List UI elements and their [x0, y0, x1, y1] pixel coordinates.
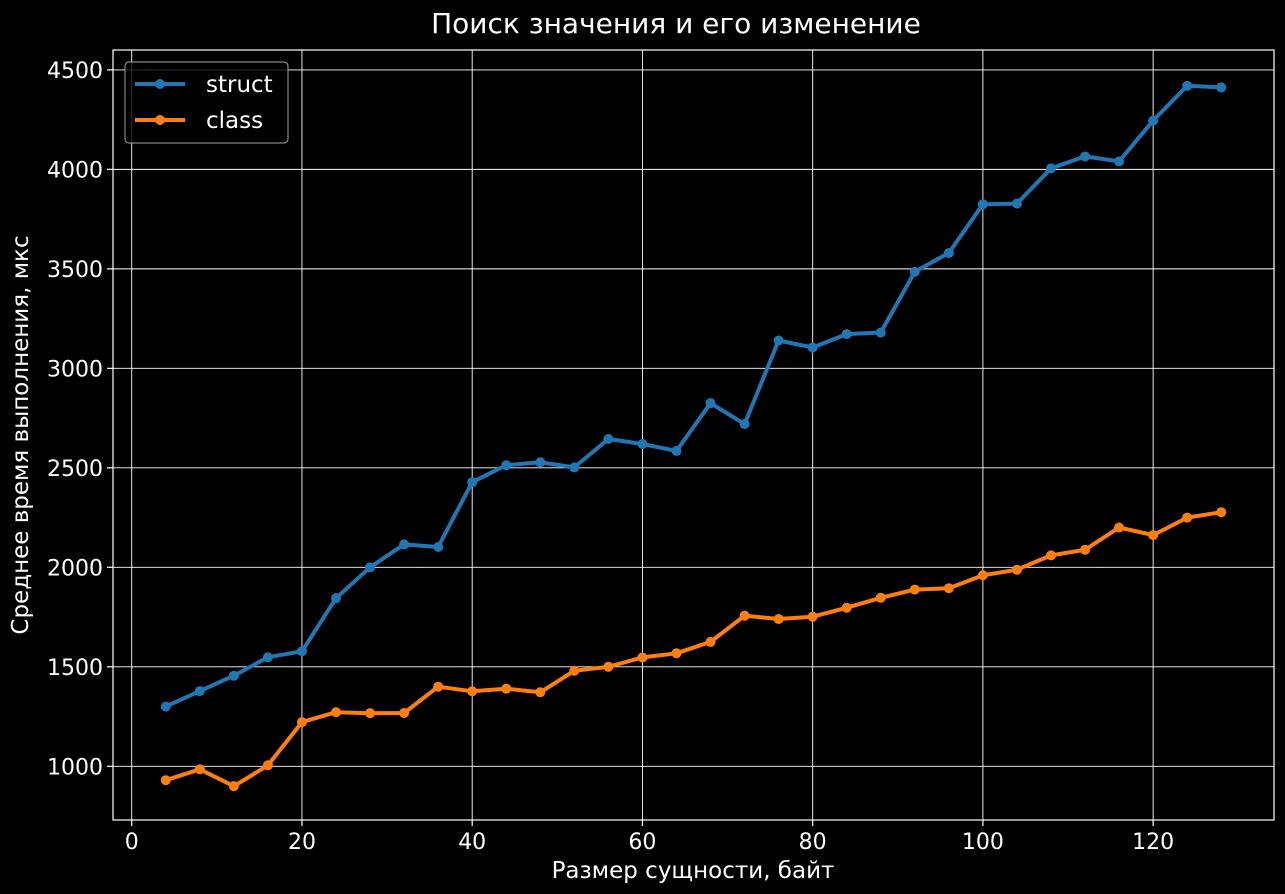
ticks: 0 20 40 60 80 100 120 1000 1500 2000 2500 3000 3500 4…: [47, 59, 1174, 855]
data-point-struct: [1148, 115, 1159, 126]
data-point-class: [773, 614, 784, 625]
data-point-struct: [228, 670, 239, 681]
data-point-struct: [1080, 151, 1091, 162]
data-point-struct: [637, 438, 648, 449]
data-point-struct: [943, 247, 954, 258]
data-point-struct: [467, 477, 478, 488]
data-point-class: [501, 683, 512, 694]
data-point-struct: [603, 433, 614, 444]
data-point-struct: [705, 398, 716, 409]
data-point-class: [433, 681, 444, 692]
data-point-class: [1080, 544, 1091, 555]
y-tick-label: 3500: [47, 258, 103, 283]
y-tick-label: 3000: [47, 357, 103, 382]
data-point-class: [569, 665, 580, 676]
data-point-class: [841, 602, 852, 613]
data-point-class: [603, 661, 614, 672]
data-point-class: [228, 781, 239, 792]
legend-label-class: class: [206, 108, 263, 134]
x-tick-label: 20: [288, 830, 316, 855]
data-point-struct: [160, 701, 171, 712]
plot-area: [112, 49, 1275, 821]
data-point-class: [399, 707, 410, 718]
data-point-class: [1216, 507, 1227, 518]
data-point-struct: [841, 329, 852, 340]
data-point-class: [909, 584, 920, 595]
data-point-struct: [1216, 82, 1227, 93]
legend-marker-class: [155, 115, 165, 125]
data-point-class: [705, 636, 716, 647]
data-point-class: [1182, 512, 1193, 523]
data-point-class: [1148, 530, 1159, 541]
data-point-struct: [1045, 163, 1056, 174]
data-point-class: [262, 760, 273, 771]
series-line-class: [163, 510, 1224, 789]
data-point-struct: [1011, 198, 1022, 209]
series-line-struct: [163, 83, 1224, 709]
data-point-struct: [331, 593, 342, 604]
y-tick-label: 4500: [47, 59, 103, 84]
x-axis-label: Размер сущности, байт: [552, 858, 835, 884]
data-point-struct: [433, 542, 444, 553]
data-point-class: [875, 592, 886, 603]
data-point-struct: [262, 652, 273, 663]
data-point-struct: [739, 419, 750, 430]
series-layer: [160, 80, 1227, 792]
data-point-struct: [773, 335, 784, 346]
data-point-struct: [1182, 80, 1193, 91]
legend: struct class: [124, 61, 289, 144]
data-point-class: [671, 648, 682, 659]
data-point-struct: [194, 686, 205, 697]
x-tick-label: 120: [1132, 830, 1174, 855]
data-point-struct: [807, 342, 818, 353]
data-point-class: [194, 764, 205, 775]
data-point-class: [977, 570, 988, 581]
data-point-class: [637, 652, 648, 663]
legend-marker-struct: [155, 79, 165, 89]
data-point-struct: [365, 562, 376, 573]
grid: [113, 50, 1274, 820]
data-point-struct: [909, 266, 920, 277]
data-point-struct: [501, 460, 512, 471]
x-tick-label: 100: [962, 830, 1004, 855]
data-point-class: [535, 687, 546, 698]
data-point-class: [807, 611, 818, 622]
y-tick-label: 2500: [47, 457, 103, 482]
data-point-class: [1114, 522, 1125, 533]
data-point-class: [467, 686, 478, 697]
x-tick-label: 80: [799, 830, 827, 855]
data-point-struct: [875, 327, 886, 338]
legend-label-struct: struct: [206, 72, 273, 98]
data-point-class: [160, 775, 171, 786]
data-point-class: [331, 707, 342, 718]
data-point-struct: [399, 539, 410, 550]
data-point-struct: [296, 646, 307, 657]
data-point-struct: [977, 199, 988, 210]
y-tick-label: 1500: [47, 656, 103, 681]
x-tick-label: 0: [125, 830, 139, 855]
x-tick-label: 60: [628, 830, 656, 855]
data-point-class: [365, 708, 376, 719]
y-tick-label: 4000: [47, 158, 103, 183]
data-point-struct: [671, 445, 682, 456]
y-tick-label: 2000: [47, 556, 103, 581]
data-point-struct: [535, 457, 546, 468]
chart-title: Поиск значения и его изменение: [431, 7, 921, 40]
data-point-class: [1045, 550, 1056, 561]
data-point-struct: [1114, 156, 1125, 167]
y-axis-label: Среднее время выполнения, мкс: [8, 235, 34, 634]
data-point-class: [296, 717, 307, 728]
data-point-class: [739, 610, 750, 621]
data-point-class: [1011, 564, 1022, 575]
data-point-struct: [569, 462, 580, 473]
y-tick-label: 1000: [47, 755, 103, 780]
x-tick-label: 40: [458, 830, 486, 855]
data-point-class: [943, 583, 954, 594]
